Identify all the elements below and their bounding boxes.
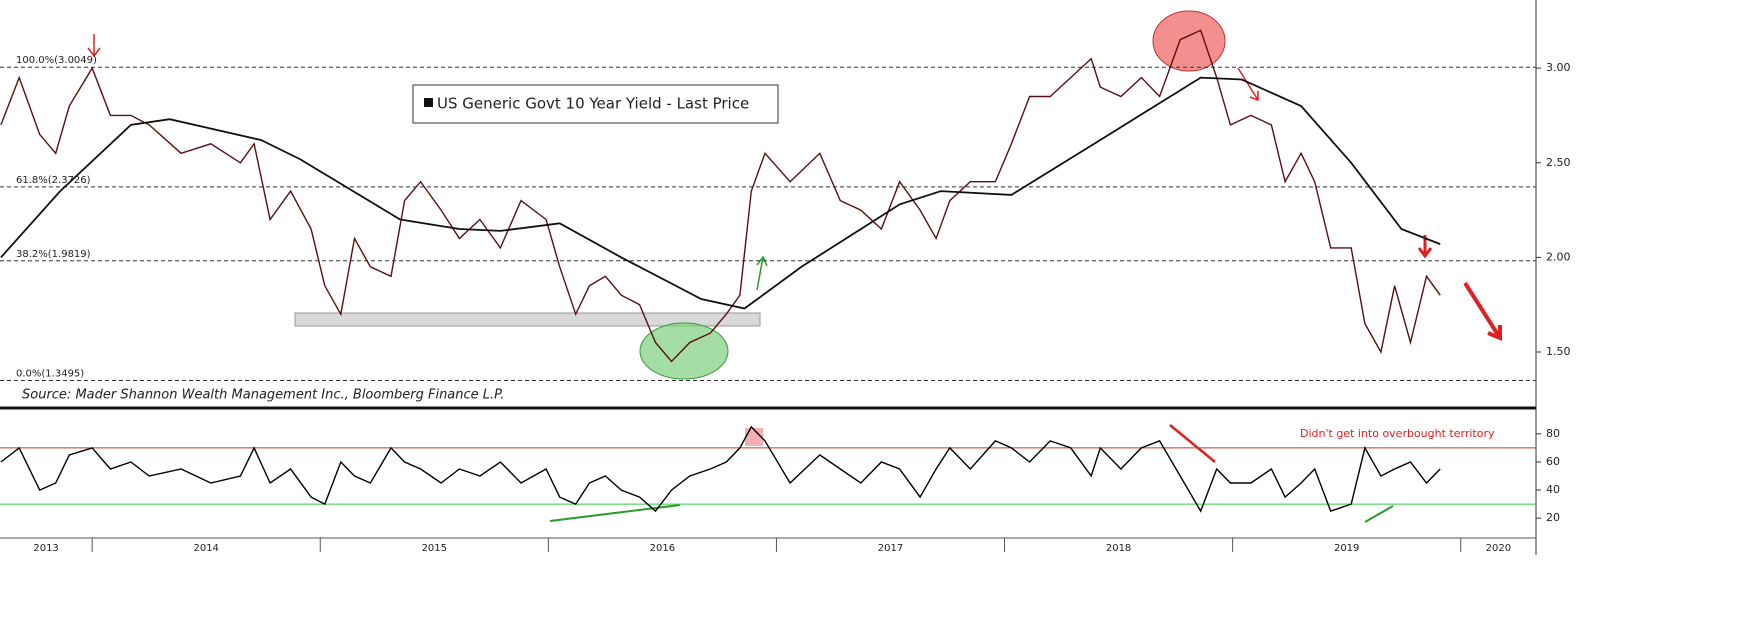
x-tick-label: 2020 <box>1486 543 1511 554</box>
series-line <box>0 29 1441 363</box>
y-tick-label: 2.50 <box>1546 156 1571 169</box>
y-tick-label: 1.50 <box>1546 345 1571 358</box>
source: Source: Mader Shannon Wealth Management … <box>22 388 504 403</box>
legend-swatch <box>424 98 433 107</box>
x-tick-label: 2013 <box>33 543 58 554</box>
green-circle <box>639 322 729 380</box>
legend-box <box>412 84 779 124</box>
y-tick-label: 2.00 <box>1546 250 1571 263</box>
x-tick-label: 2014 <box>193 543 218 554</box>
red-circle <box>1152 10 1226 72</box>
x-tick-label: 2018 <box>1106 543 1131 554</box>
annotation: Didn't get into overbought territory <box>1300 427 1495 440</box>
level-label: 100.0%(3.0049) <box>16 55 97 66</box>
y-tick-label: 60 <box>1546 455 1560 468</box>
y-tick-label: 20 <box>1546 511 1560 524</box>
overbought-shade <box>745 428 763 446</box>
y-tick-label: 80 <box>1546 427 1560 440</box>
level-label: 61.8%(2.3726) <box>16 175 91 186</box>
legend-label: US Generic Govt 10 Year Yield - Last Pri… <box>437 95 749 113</box>
x-tick-label: 2015 <box>422 543 447 554</box>
y-tick-label: 40 <box>1546 483 1560 496</box>
series-line <box>0 76 1441 310</box>
x-tick-label: 2019 <box>1334 543 1359 554</box>
level-label: 0.0%(1.3495) <box>16 368 84 379</box>
series-line <box>0 425 1441 513</box>
x-tick-label: 2017 <box>878 543 903 554</box>
level-label: 38.2%(1.9819) <box>16 249 91 260</box>
y-tick-label: 3.00 <box>1546 61 1571 74</box>
x-tick-label: 2016 <box>650 543 675 554</box>
